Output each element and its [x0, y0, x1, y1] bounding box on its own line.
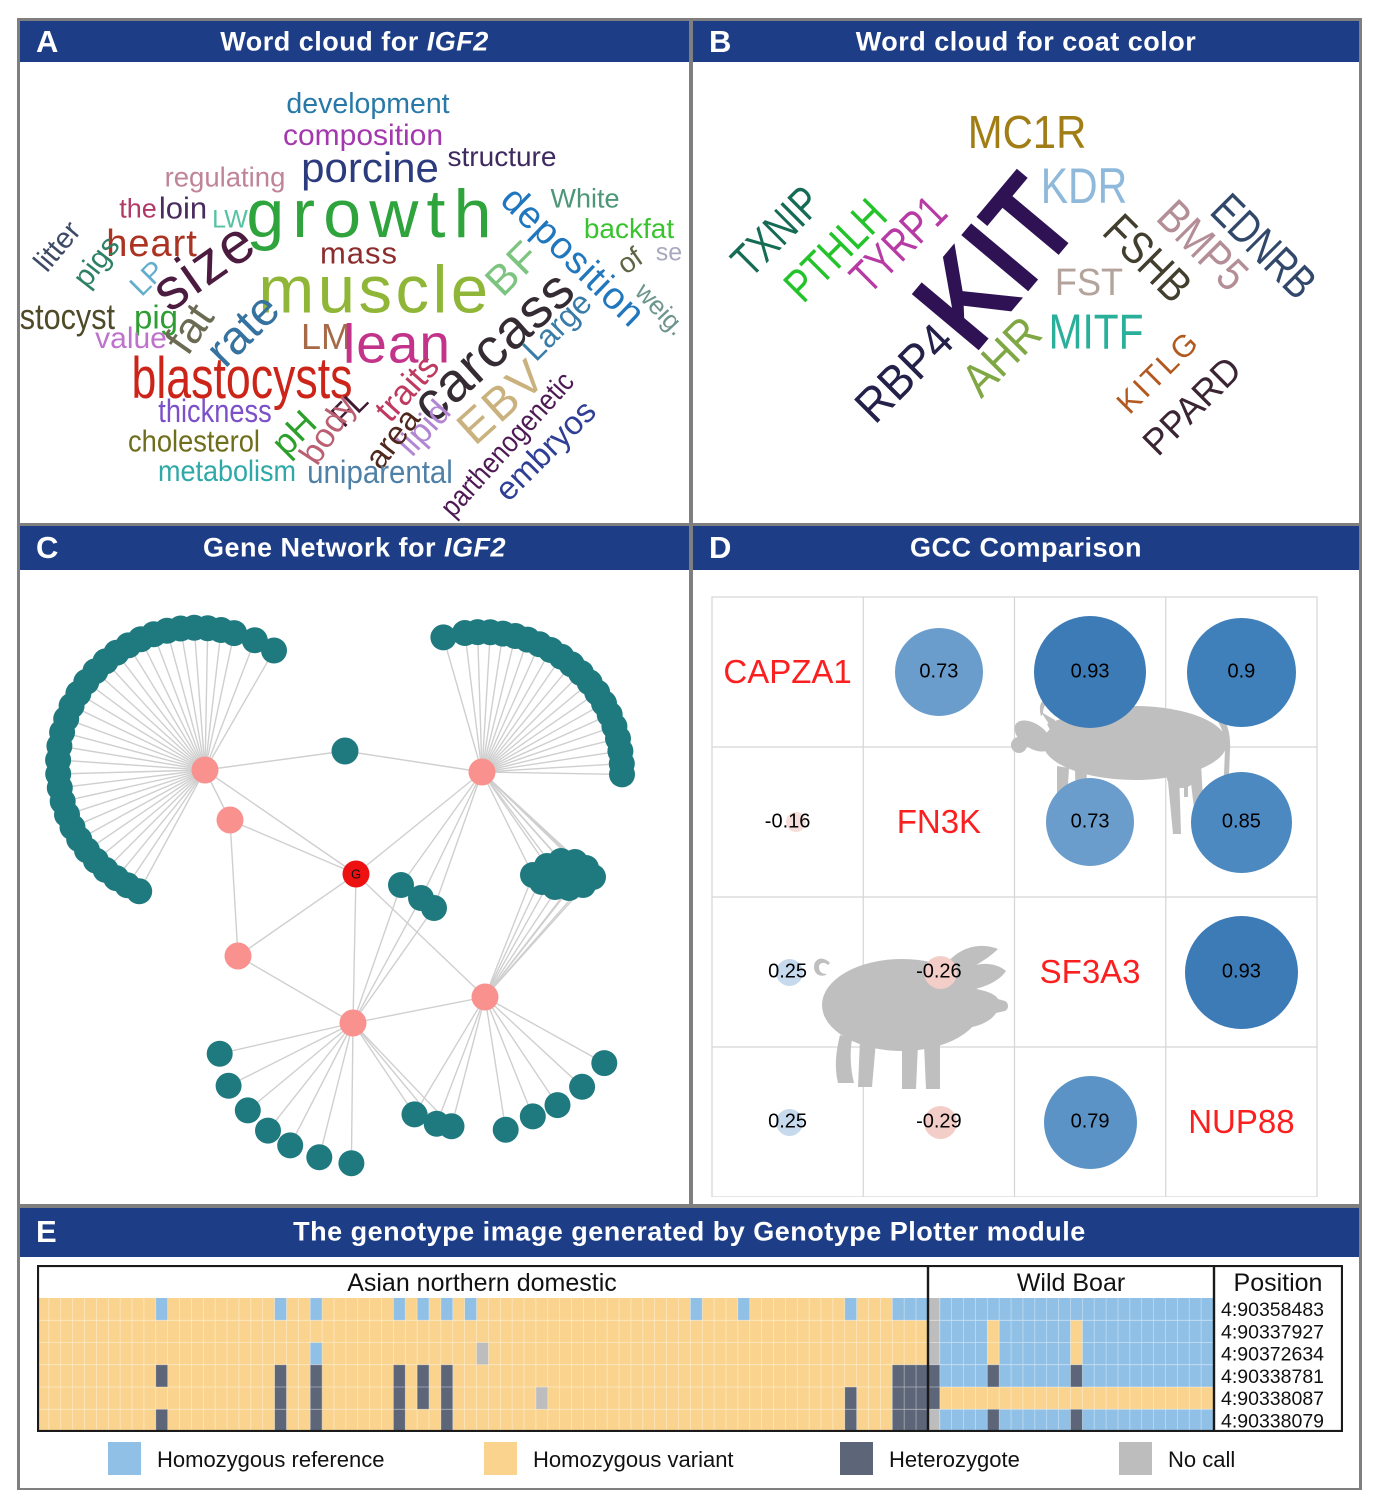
svg-text:4:90338079: 4:90338079: [1221, 1410, 1324, 1432]
svg-text:4:90338781: 4:90338781: [1221, 1366, 1324, 1388]
svg-text:4:90358483: 4:90358483: [1221, 1299, 1324, 1321]
svg-text:4:90337927: 4:90337927: [1221, 1321, 1324, 1343]
svg-text:Wild Boar: Wild Boar: [1017, 1269, 1125, 1297]
svg-text:Asian northern domestic: Asian northern domestic: [347, 1269, 617, 1297]
svg-text:G: G: [351, 867, 361, 882]
svg-text:4:90338087: 4:90338087: [1221, 1388, 1324, 1410]
svg-text:4:90372634: 4:90372634: [1221, 1344, 1324, 1366]
svg-text:Position: Position: [1234, 1269, 1323, 1297]
